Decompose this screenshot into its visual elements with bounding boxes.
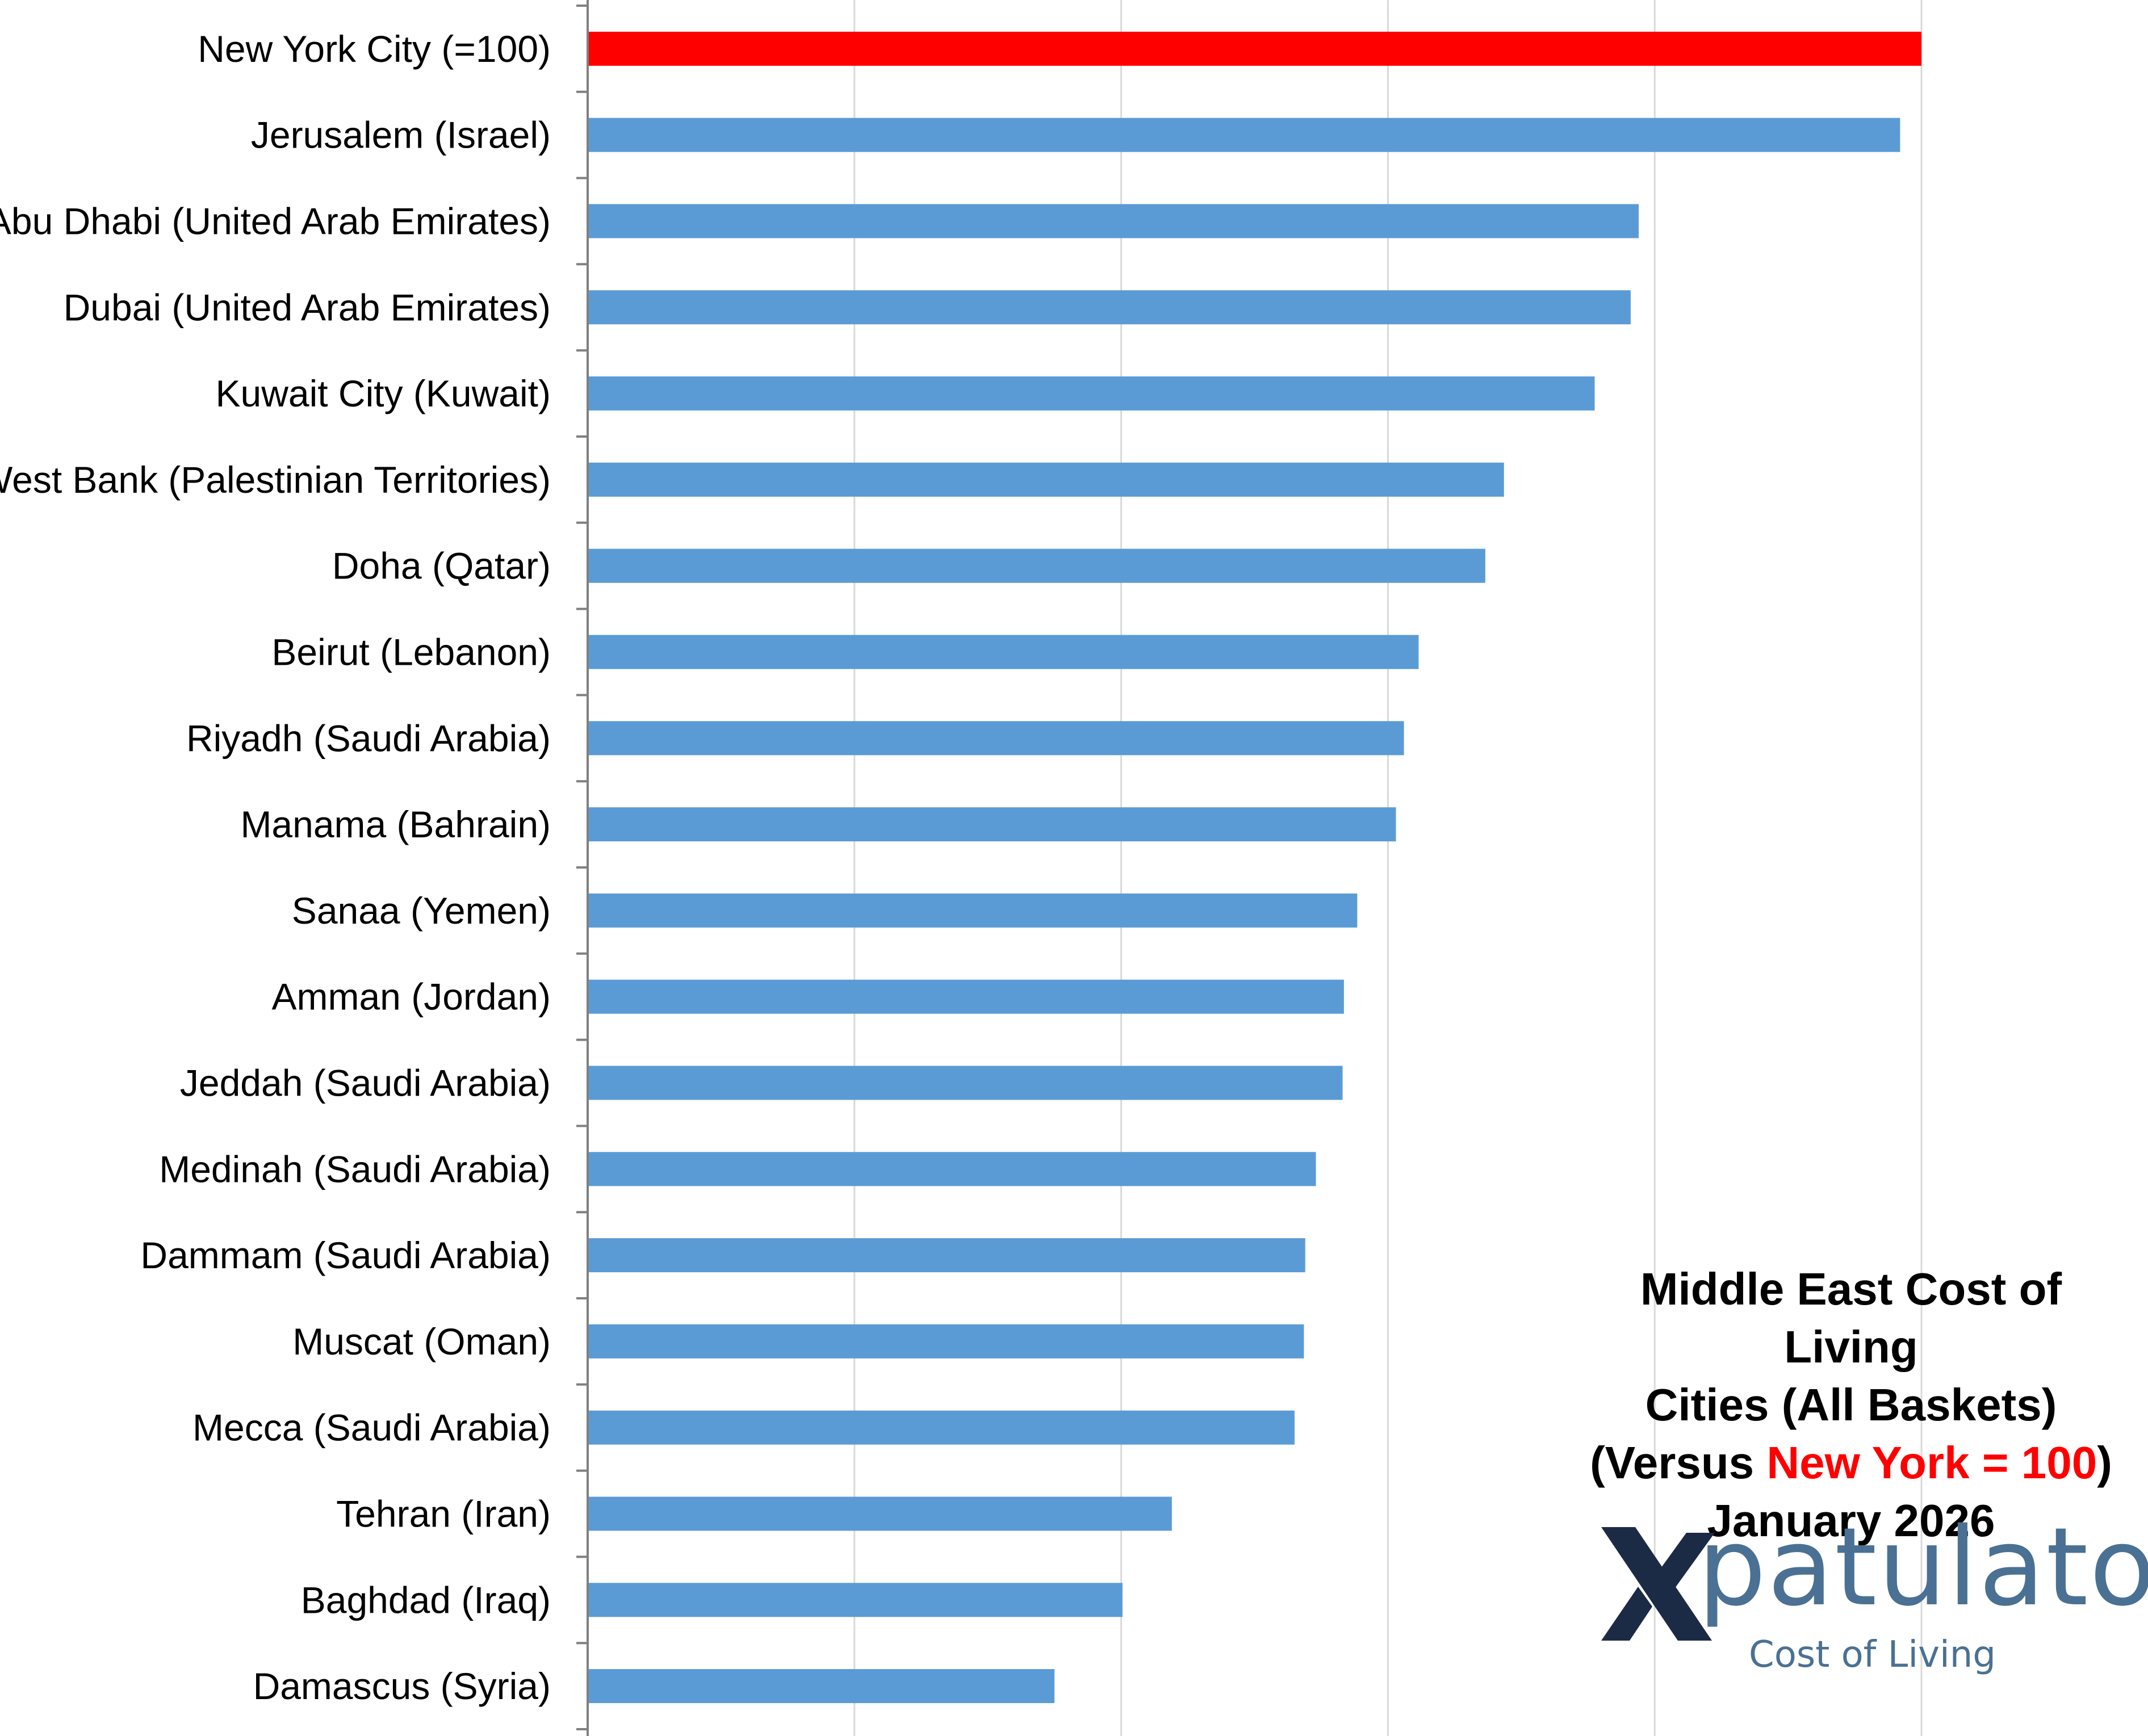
category-label: West Bank (Palestinian Territories): [0, 459, 551, 501]
category-label: Dammam (Saudi Arabia): [140, 1234, 551, 1276]
bar: [588, 893, 1358, 928]
bar: [588, 1583, 1123, 1617]
bar: [588, 1669, 1055, 1704]
bar: [588, 1324, 1304, 1358]
category-label: Muscat (Oman): [292, 1320, 551, 1362]
category-label: Beirut (Lebanon): [271, 631, 551, 673]
category-label: Jeddah (Saudi Arabia): [180, 1062, 551, 1104]
title-line-4: January 2026: [1707, 1495, 1995, 1546]
category-label: Kuwait City (Kuwait): [216, 372, 551, 414]
bar: [588, 1152, 1316, 1186]
bar: [588, 462, 1504, 497]
bars: [588, 31, 1921, 1704]
bar: [588, 807, 1396, 842]
category-label: Dubai (United Arab Emirates): [64, 286, 551, 328]
category-label: Doha (Qatar): [332, 545, 551, 587]
title-line-3: (Versus New York = 100): [1578, 1434, 2124, 1492]
chart-title: Middle East Cost of Living Cities (All B…: [1578, 1260, 2124, 1550]
bar: [588, 376, 1595, 411]
bar: [588, 118, 1900, 152]
bar: [588, 31, 1921, 66]
category-label: Abu Dhabi (United Arab Emirates): [0, 200, 551, 242]
bar: [588, 204, 1639, 238]
bar: [588, 979, 1344, 1014]
logo-wordmark: patulator: [1698, 1504, 2148, 1630]
title-line-3-suffix: ): [2097, 1437, 2112, 1488]
bar: [588, 635, 1419, 669]
bar: [588, 1238, 1305, 1273]
bar: [588, 1410, 1295, 1445]
category-label: Riyadh (Saudi Arabia): [186, 717, 551, 759]
category-label: Baghdad (Iraq): [301, 1579, 551, 1621]
category-label: Amman (Jordan): [272, 976, 551, 1018]
gridlines: [853, 0, 1923, 1736]
category-axis: [576, 0, 589, 1736]
category-label: Mecca (Saudi Arabia): [192, 1407, 551, 1449]
category-label: New York City (=100): [198, 28, 551, 70]
category-label: Medinah (Saudi Arabia): [159, 1148, 551, 1190]
xpatulator-logo: patulator Cost of Living: [1596, 1504, 2148, 1697]
bar: [588, 548, 1485, 583]
category-label: Jerusalem (Israel): [251, 114, 551, 156]
category-labels: New York City (=100) Jerusalem (Israel) Ab…: [0, 28, 551, 1707]
category-label: Tehran (Iran): [336, 1493, 551, 1535]
bar: [588, 1066, 1343, 1100]
category-label: Damascus (Syria): [253, 1665, 551, 1707]
logo-tagline: Cost of Living: [1749, 1634, 1996, 1676]
title-highlight: New York = 100: [1766, 1437, 2097, 1488]
title-line-2: Cities (All Baskets): [1645, 1379, 2057, 1430]
bar: [588, 721, 1404, 756]
title-line-1: Middle East Cost of Living: [1640, 1264, 2062, 1372]
title-line-3-prefix: (Versus: [1590, 1437, 1767, 1488]
bar: [588, 290, 1631, 325]
category-label: Sanaa (Yemen): [292, 890, 551, 932]
category-label: Manama (Bahrain): [240, 803, 551, 845]
xpatulator-x-icon: [1601, 1527, 1715, 1641]
bar: [588, 1496, 1172, 1531]
